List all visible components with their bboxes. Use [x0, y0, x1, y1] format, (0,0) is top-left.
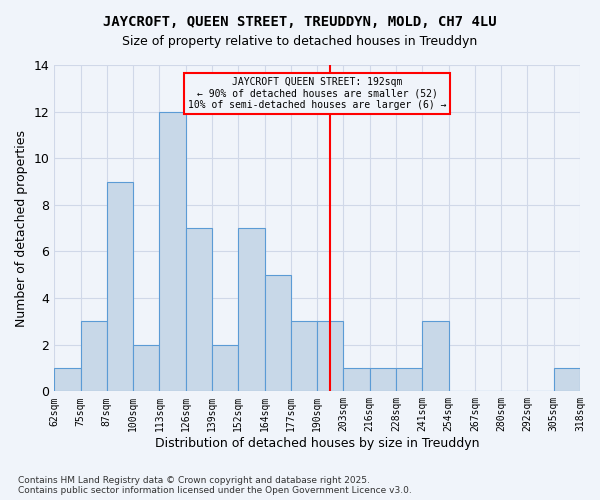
Y-axis label: Number of detached properties: Number of detached properties	[15, 130, 28, 326]
Text: JAYCROFT QUEEN STREET: 192sqm
← 90% of detached houses are smaller (52)
10% of s: JAYCROFT QUEEN STREET: 192sqm ← 90% of d…	[188, 76, 446, 110]
Bar	[343, 368, 370, 392]
X-axis label: Distribution of detached houses by size in Treuddyn: Distribution of detached houses by size …	[155, 437, 479, 450]
Bar	[54, 368, 80, 392]
Bar	[396, 368, 422, 392]
Text: Contains HM Land Registry data © Crown copyright and database right 2025.
Contai: Contains HM Land Registry data © Crown c…	[18, 476, 412, 495]
Bar	[370, 368, 396, 392]
Bar	[212, 344, 238, 392]
Bar	[422, 322, 449, 392]
Bar	[554, 368, 580, 392]
Bar	[265, 275, 291, 392]
Bar	[291, 322, 317, 392]
Text: JAYCROFT, QUEEN STREET, TREUDDYN, MOLD, CH7 4LU: JAYCROFT, QUEEN STREET, TREUDDYN, MOLD, …	[103, 15, 497, 29]
Bar	[107, 182, 133, 392]
Bar	[133, 344, 160, 392]
Bar	[186, 228, 212, 392]
Bar	[160, 112, 186, 392]
Bar	[80, 322, 107, 392]
Text: Size of property relative to detached houses in Treuddyn: Size of property relative to detached ho…	[122, 35, 478, 48]
Bar	[317, 322, 343, 392]
Bar	[238, 228, 265, 392]
